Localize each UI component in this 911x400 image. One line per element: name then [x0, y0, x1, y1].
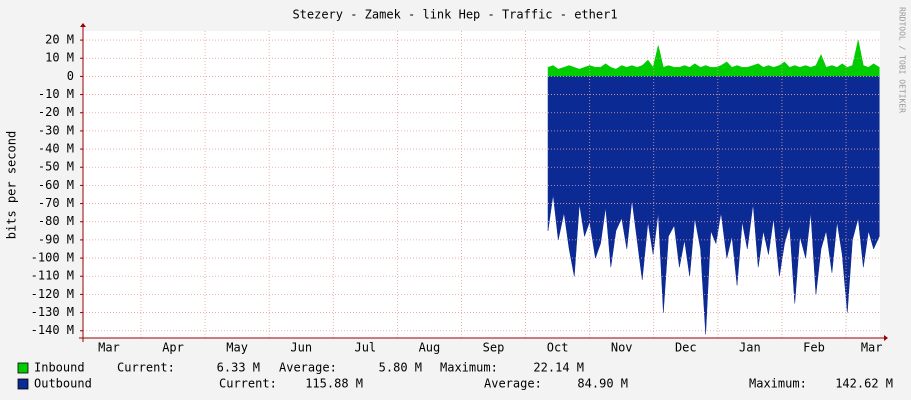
y-tick-label: -100 M: [31, 251, 74, 265]
y-tick-label: -40 M: [38, 142, 74, 156]
legend-label: Inbound: [34, 361, 85, 375]
x-tick-label: May: [226, 341, 248, 355]
x-tick-label: Apr: [162, 341, 184, 355]
y-tick-label: -50 M: [38, 160, 74, 174]
x-axis-arrow: [884, 335, 888, 341]
y-axis-label: bits per second: [5, 131, 19, 239]
y-tick-label: 10 M: [45, 51, 74, 65]
legend-stat-label: Average:: [484, 377, 542, 391]
x-tick-label: Nov: [611, 341, 633, 355]
watermark: RRDTOOL / TOBI OETIKER: [898, 7, 907, 113]
y-tick-label: -70 M: [38, 196, 74, 210]
legend-stat-label: Maximum:: [440, 361, 498, 375]
legend-stat-value: 5.80 M: [379, 361, 422, 375]
legend-stat-value: 22.14 M: [533, 361, 584, 375]
x-tick-label: Mar: [861, 341, 883, 355]
chart-title: Stezery - Zamek - link Hep - Traffic - e…: [292, 8, 617, 22]
legend-swatch: [17, 378, 29, 390]
x-tick-label: Jul: [354, 341, 376, 355]
x-tick-label: Sep: [483, 341, 505, 355]
y-axis-arrow: [80, 23, 86, 27]
y-tick-label: -20 M: [38, 105, 74, 119]
x-tick-label: Aug: [419, 341, 441, 355]
legend-stat-value: 115.88 M: [305, 377, 363, 391]
y-tick-label: -130 M: [31, 305, 74, 319]
x-tick-label: Dec: [675, 341, 697, 355]
y-tick-label: -110 M: [31, 269, 74, 283]
area: [547, 40, 880, 77]
legend-swatch: [17, 362, 29, 374]
legend-stat-value: 6.33 M: [217, 361, 260, 375]
x-tick-label: Jun: [290, 341, 312, 355]
y-tick-label: -80 M: [38, 214, 74, 228]
legend-stat-label: Current:: [117, 361, 175, 375]
legend-stat-value: 84.90 M: [577, 377, 628, 391]
legend-stat-label: Maximum:: [749, 377, 807, 391]
legend-stat-label: Average:: [279, 361, 337, 375]
y-tick-label: -120 M: [31, 287, 74, 301]
y-tick-label: -30 M: [38, 123, 74, 137]
legend-stat-label: Current:: [219, 377, 277, 391]
area: [547, 76, 880, 335]
y-tick-label: 0: [67, 69, 74, 83]
legend-stat-value: 142.62 M: [835, 377, 893, 391]
x-tick-label: Feb: [803, 341, 825, 355]
x-tick-label: Mar: [98, 341, 120, 355]
y-tick-label: 20 M: [45, 33, 74, 47]
y-tick-label: -140 M: [31, 323, 74, 337]
legend-label: Outbound: [34, 377, 92, 391]
x-tick-label: Jan: [739, 341, 761, 355]
x-tick-label: Oct: [547, 341, 569, 355]
y-tick-label: -90 M: [38, 232, 74, 246]
y-tick-label: -60 M: [38, 178, 74, 192]
y-tick-label: -10 M: [38, 87, 74, 101]
